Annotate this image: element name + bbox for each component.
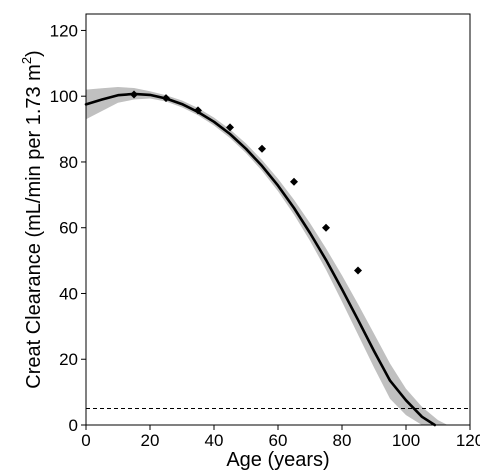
data-point — [258, 144, 266, 153]
x-tick-label: 60 — [269, 431, 288, 450]
y-axis-title-close: ) — [23, 50, 45, 57]
y-axis-title-main: Creat Clearance (mL/min per 1.73 m — [23, 64, 45, 389]
y-axis-ticks: 0 20 40 60 80 100 120 — [50, 21, 86, 435]
x-tick-label: 0 — [81, 431, 90, 450]
confidence-band-layer — [86, 87, 448, 425]
plot-frame — [85, 13, 471, 426]
confidence-band — [86, 87, 448, 425]
data-point — [290, 177, 298, 186]
data-point — [194, 106, 202, 115]
y-tick-label: 80 — [59, 153, 78, 172]
data-point — [162, 94, 170, 103]
x-tick-label: 120 — [456, 431, 480, 450]
x-axis-ticks: 0 20 40 60 80 100 120 — [81, 425, 480, 450]
y-tick-label: 20 — [59, 350, 78, 369]
x-tick-label: 20 — [141, 431, 160, 450]
data-point — [354, 266, 362, 275]
y-tick-label: 100 — [50, 87, 78, 106]
data-point — [130, 90, 138, 99]
y-axis-title: Creat Clearance (mL/min per 1.73 m2) — [19, 50, 45, 388]
data-point — [226, 123, 234, 132]
x-tick-label: 40 — [205, 431, 224, 450]
y-axis-title-superscript: 2 — [19, 57, 34, 64]
y-tick-label: 40 — [59, 284, 78, 303]
observed-points-layer — [130, 90, 362, 275]
y-tick-label: 0 — [69, 416, 78, 435]
x-tick-label: 100 — [392, 431, 420, 450]
data-point — [322, 223, 330, 232]
fitted-curve — [84, 92, 437, 427]
x-axis-title: Age (years) — [226, 449, 329, 471]
y-tick-label: 120 — [50, 21, 78, 40]
y-tick-label: 60 — [59, 219, 78, 238]
fitted-curve-layer — [84, 92, 437, 427]
x-tick-label: 80 — [333, 431, 352, 450]
